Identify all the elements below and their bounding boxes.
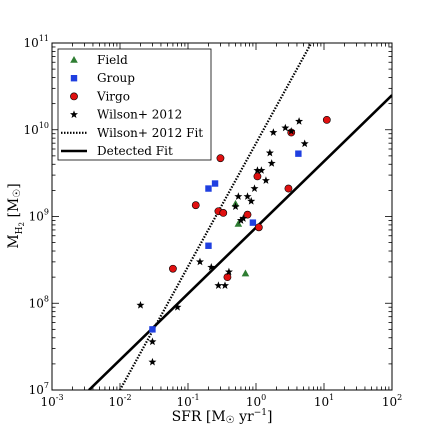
star-point [247, 197, 256, 205]
star-point [253, 166, 262, 174]
star-point [136, 300, 145, 309]
y-tick-label: 1010 [24, 121, 49, 137]
plot-frame [51, 42, 393, 391]
circle-point [253, 172, 262, 181]
legend-label: Group [97, 71, 135, 85]
star-point [281, 123, 290, 132]
circle-point [243, 210, 252, 219]
square-point [295, 150, 302, 157]
star-point [287, 127, 296, 135]
square-point [149, 326, 156, 333]
star-point [214, 281, 223, 289]
legend-marker [70, 75, 78, 82]
star-point [231, 202, 240, 211]
circle-point [322, 115, 331, 124]
legend-label: Wilson+ 2012 Fit [97, 126, 203, 140]
star-point [173, 303, 182, 311]
star-point [265, 148, 274, 157]
x-tick-label: 102 [382, 393, 402, 409]
circle-point [216, 154, 225, 163]
x-tick-label: 10-3 [40, 393, 63, 409]
x-tick-label: 101 [314, 393, 334, 409]
star-point [269, 128, 278, 136]
legend-box [57, 48, 212, 161]
square-point [205, 242, 212, 249]
square-point [211, 180, 219, 187]
star-point [148, 357, 157, 366]
circle-point [284, 184, 293, 193]
star-point [236, 216, 245, 224]
legend-label: Detected Fit [97, 144, 173, 158]
star-point [148, 337, 157, 346]
circle-point [219, 209, 228, 217]
y-axis-label: MH2 [M☉] [6, 183, 26, 248]
star-point [221, 281, 229, 289]
star-point [239, 214, 248, 222]
x-tick-label: 10-2 [108, 393, 131, 409]
y-tick-label: 1011 [24, 34, 49, 50]
square-point [205, 185, 212, 192]
tick-labels: 10-3 10-2 10-1 100 101 102 107 108 109 1010 1011 [24, 34, 403, 409]
star-point [261, 176, 270, 184]
star-point [243, 192, 252, 200]
legend-marker [70, 110, 78, 118]
x-tick-label: 100 [246, 393, 266, 409]
star-point [195, 257, 204, 266]
circle-point [254, 223, 263, 232]
star-point [224, 267, 233, 276]
triangle-point [241, 269, 250, 277]
square-point [249, 219, 257, 226]
star-point [207, 263, 216, 271]
detected-fit-line [88, 94, 392, 390]
data-points [136, 115, 331, 366]
star-point [234, 192, 243, 200]
circle-point [169, 264, 177, 273]
y-tick-label: 109 [29, 208, 49, 224]
legend-marker [70, 56, 78, 63]
star-point [295, 117, 304, 125]
legend: Field Group Virgo Wilson+ 2012 Wilson+ 2012 … [57, 48, 212, 161]
legend-label: Wilson+ 2012 [97, 108, 182, 122]
legend-label: Virgo [96, 89, 130, 103]
triangle-point [234, 219, 243, 227]
star-point [267, 159, 276, 167]
star-point [300, 139, 309, 148]
y-tick-label: 107 [29, 381, 49, 397]
legend-label: Field [97, 53, 128, 67]
x-tick-label: 10-1 [176, 393, 199, 409]
star-point [257, 166, 266, 174]
legend-marker [70, 92, 78, 101]
circle-point [191, 201, 200, 210]
star-point [250, 184, 259, 192]
y-tick-label: 108 [29, 294, 49, 310]
x-axis-label: SFR [M☉ yr−1] [172, 408, 273, 426]
